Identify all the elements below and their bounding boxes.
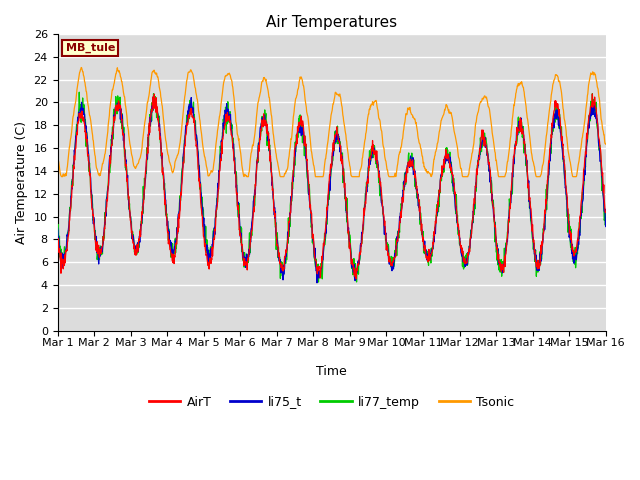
Title: Air Temperatures: Air Temperatures — [266, 15, 397, 30]
Legend: AirT, li75_t, li77_temp, Tsonic: AirT, li75_t, li77_temp, Tsonic — [144, 391, 519, 413]
Text: MB_tule: MB_tule — [66, 43, 115, 53]
Y-axis label: Air Temperature (C): Air Temperature (C) — [15, 121, 28, 244]
X-axis label: Time: Time — [316, 365, 347, 378]
